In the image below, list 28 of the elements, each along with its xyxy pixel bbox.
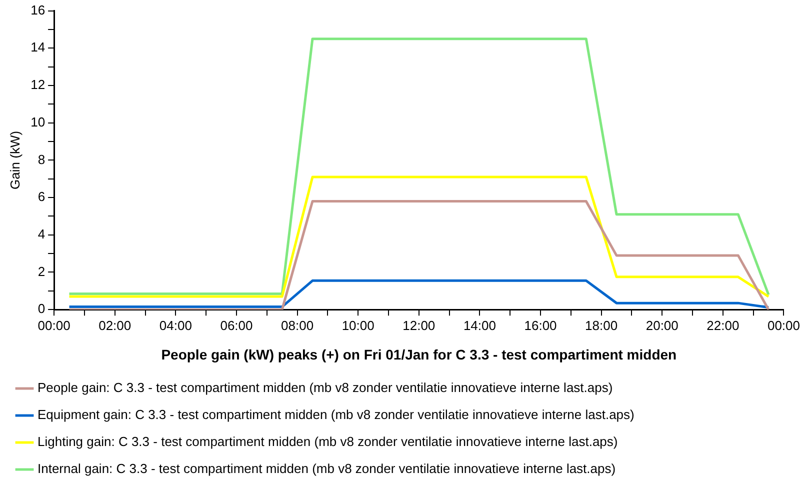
y-axis-title: Gain (kW): [7, 130, 22, 190]
y-tick-label: 0: [38, 301, 46, 316]
legend-label: People gain: C 3.3 - test compartiment midden (mb v8 zonder ventilatie innovatieve interne last.aps): [38, 380, 613, 396]
x-tick-label: 08:00: [281, 318, 314, 333]
legend-label: Equipment gain: C 3.3 - test compartiment midden (mb v8 zonder ventilatie innovatieve interne last.aps): [38, 407, 634, 422]
x-tick-label: 10:00: [342, 318, 374, 333]
x-axis-title: People gain (kW) peaks (+) on Fri 01/Jan for C 3.3 - test compartiment midden: [161, 346, 677, 362]
x-tick-label: 02:00: [98, 318, 132, 333]
x-tick-label: 04:00: [159, 318, 192, 333]
x-tick-label: 06:00: [220, 318, 253, 333]
x-tick-label: 16:00: [524, 318, 557, 333]
y-tick-label: 10: [30, 114, 46, 130]
y-tick-label: 2: [38, 264, 46, 279]
x-tick-label: 12:00: [402, 318, 436, 333]
legend-label: Internal gain: C 3.3 - test compartiment midden (mb v8 zonder ventilatie innovatieve interne last.aps): [38, 461, 616, 476]
x-tick-label: 00:00: [38, 318, 70, 333]
x-tick-label: 20:00: [646, 318, 678, 333]
x-tick-label: 18:00: [585, 318, 618, 333]
legend-label: Lighting gain: C 3.3 - test compartiment midden (mb v8 zonder ventilatie innovatieve interne last.aps): [38, 434, 618, 450]
y-tick-label: 8: [38, 152, 46, 167]
y-tick-label: 12: [30, 77, 46, 92]
x-tick-label: 00:00: [767, 318, 800, 333]
y-tick-label: 14: [30, 40, 46, 55]
y-tick-label: 6: [38, 189, 46, 204]
x-tick-label: 22:00: [706, 318, 740, 333]
x-tick-label: 14:00: [463, 318, 496, 333]
y-tick-label: 4: [38, 226, 46, 242]
y-tick-label: 16: [30, 2, 46, 18]
